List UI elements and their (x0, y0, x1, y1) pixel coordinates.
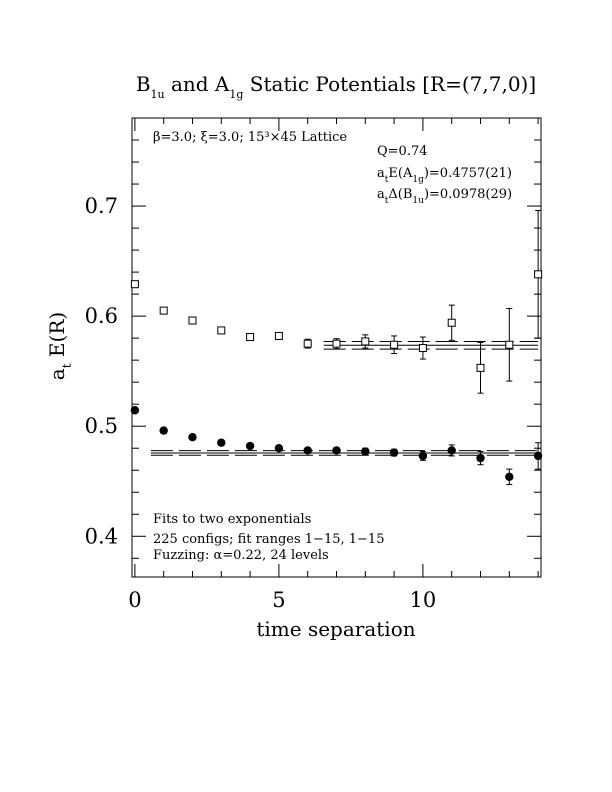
data-point (418, 451, 428, 461)
energy-annotation: atE(A1g)=0.4757(21) (377, 166, 512, 185)
data-point (188, 316, 197, 325)
x-tick-label: 10 (410, 588, 437, 612)
data-point (505, 472, 514, 482)
data-point (217, 326, 226, 335)
data-point (476, 363, 485, 372)
x-tick-label: 5 (272, 588, 285, 612)
fuzzing-annotation: Fuzzing: α=0.22, 24 levels (153, 548, 329, 563)
data-point (534, 270, 543, 279)
data-point (447, 446, 456, 455)
y-tick-label: 0.7 (85, 194, 118, 218)
x-axis-label: time separation (256, 617, 415, 641)
data-point (533, 451, 543, 461)
fits-annotation: Fits to two exponentials (153, 512, 311, 527)
y-tick-label: 0.6 (85, 304, 118, 328)
data-point (245, 441, 255, 451)
data-point (303, 339, 312, 348)
fit-bands (150, 340, 539, 456)
data-point (361, 447, 370, 456)
data-point (505, 340, 514, 349)
y-tick-label: 0.4 (85, 524, 118, 548)
data-point (361, 337, 370, 346)
data-point (217, 438, 226, 447)
data-point (303, 446, 312, 455)
data-point (130, 406, 140, 415)
q-annotation: Q=0.74 (377, 144, 428, 159)
x-tick-label: 0 (128, 588, 141, 612)
data-point (130, 280, 139, 289)
configs-annotation: 225 configs; fit ranges 1−15, 1−15 (153, 532, 384, 547)
data-point (332, 339, 341, 348)
x-minor-ticks (163, 118, 539, 577)
data-point (159, 426, 168, 435)
data-point (447, 318, 456, 327)
gap-annotation: atΔ(B1u)=0.0978(29) (377, 187, 512, 206)
series-layer (130, 209, 543, 486)
data-point (159, 306, 168, 315)
data-point (274, 444, 284, 453)
lattice-annotation: β=3.0; ξ=3.0; 15³×45 Lattice (153, 130, 347, 145)
x-ticks: 0 5 10 (128, 118, 436, 612)
series-B1u (130, 209, 543, 394)
y-ticks: 0.4 0.5 0.6 0.7 (85, 194, 541, 548)
y-tick-label: 0.5 (85, 414, 118, 438)
data-point (389, 448, 399, 457)
chart-title: B1u and A1g Static Potentials [R=(7,7,0)… (136, 72, 536, 101)
data-point (274, 331, 283, 340)
data-point (246, 333, 255, 342)
data-point (188, 433, 197, 442)
series-A1g (130, 406, 543, 486)
data-point (390, 340, 399, 349)
data-point (332, 446, 341, 455)
data-point (418, 344, 427, 353)
data-point (476, 453, 485, 463)
y-axis-label: at E(R) (45, 312, 74, 380)
